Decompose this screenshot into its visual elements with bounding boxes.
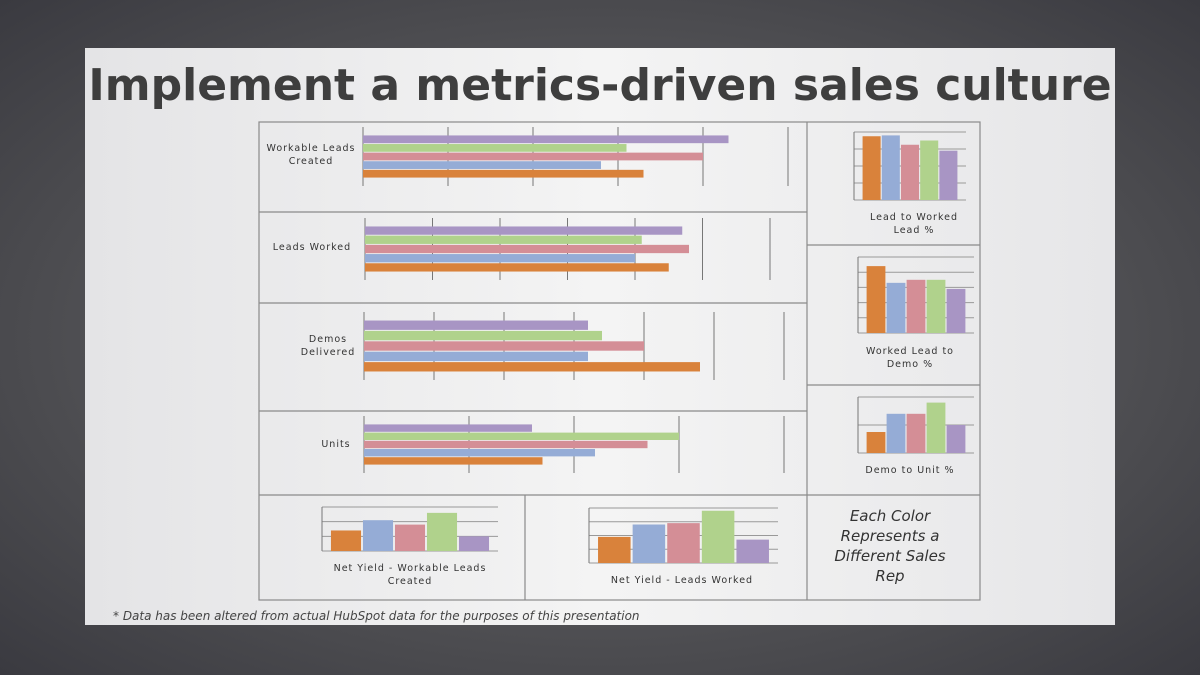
bar: [330, 530, 362, 551]
bar: [394, 524, 426, 551]
bar: [364, 320, 588, 330]
bar: [365, 263, 669, 272]
bar: [946, 288, 966, 333]
bar: [946, 425, 966, 453]
chart-label: Leads Worked: [272, 242, 352, 253]
chart-label: Units: [321, 439, 351, 450]
bar: [364, 440, 648, 449]
bar: [364, 432, 679, 440]
bar: [365, 235, 642, 244]
bar: [363, 169, 644, 178]
bar: [862, 136, 881, 200]
chart-label: Workable Leads Created: [266, 143, 356, 167]
bar: [632, 524, 666, 563]
bar: [939, 150, 958, 200]
bar: [365, 226, 683, 235]
bar: [906, 413, 926, 453]
bar: [886, 413, 906, 453]
footnote: * Data has been altered from actual HubS…: [113, 609, 640, 623]
bar: [364, 457, 543, 465]
bar: [736, 539, 769, 563]
bar: [701, 510, 735, 563]
bar: [365, 244, 689, 254]
bar: [667, 523, 700, 563]
bar: [926, 279, 946, 333]
chart-label: Demo to Unit %: [865, 465, 955, 476]
panel-borders: [258, 121, 981, 601]
bar: [365, 254, 635, 263]
bar: [426, 512, 458, 551]
bar: [364, 424, 532, 432]
slide-title: Implement a metrics-driven sales culture: [88, 60, 1112, 111]
bar: [364, 362, 700, 372]
bar: [920, 140, 939, 200]
bar: [364, 351, 588, 362]
bar: [363, 144, 627, 152]
bar: [458, 536, 490, 551]
chart-label: Lead to Worked Lead %: [870, 212, 958, 236]
bar: [364, 449, 595, 457]
bar: [926, 402, 946, 453]
chart-label: Worked Lead to Demo %: [866, 346, 954, 370]
bar: [866, 266, 886, 333]
bar: [364, 341, 644, 351]
bar: [362, 520, 394, 551]
color-note: Each Color Represents a Different Sales …: [834, 507, 946, 585]
bar: [364, 330, 602, 341]
bar: [906, 279, 926, 333]
bar: [598, 536, 631, 563]
bar: [900, 144, 920, 200]
bar: [363, 135, 729, 144]
chart-label: Net Yield - Workable Leads Created: [333, 563, 487, 587]
chart-label: Demos Delivered: [300, 334, 356, 358]
bar: [363, 152, 703, 161]
bar: [881, 135, 900, 200]
bar: [886, 282, 906, 333]
chart-label: Net Yield - Leads Worked: [610, 575, 754, 586]
bar: [866, 432, 886, 453]
bar: [363, 161, 601, 169]
